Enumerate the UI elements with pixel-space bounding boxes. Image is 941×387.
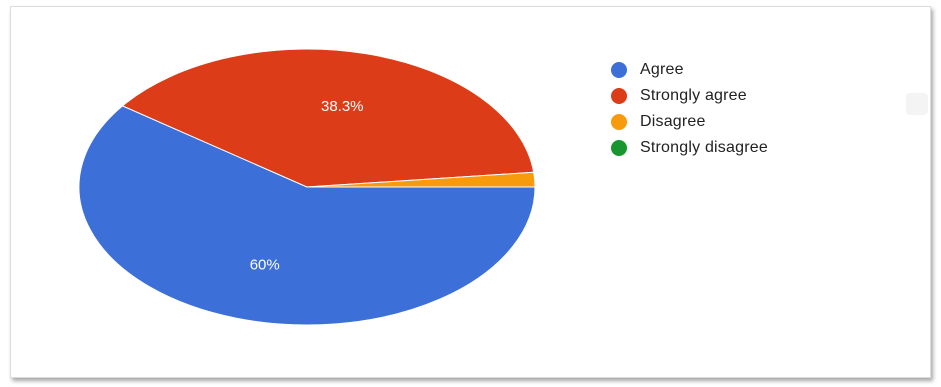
pie-slice-disagree (306, 171, 536, 188)
slice-label-strongly-agree: 38.3% (321, 98, 364, 115)
pie-slice-strongly-agree (121, 48, 535, 188)
legend-swatch (611, 88, 627, 104)
legend-label: Agree (640, 61, 684, 78)
legend-item-strongly-disagree: Strongly disagree (611, 135, 768, 161)
chart-card: 60% 38.3% Agree Strongly agree Disagree Stro… (10, 6, 931, 378)
legend-item-disagree: Disagree (611, 109, 768, 135)
legend-item-strongly-agree: Strongly agree (611, 83, 768, 109)
faint-toolbar-icon (906, 93, 928, 115)
legend: Agree Strongly agree Disagree Strongly disa… (611, 57, 768, 161)
legend-item-agree: Agree (611, 57, 768, 83)
legend-label: Disagree (640, 113, 706, 130)
legend-swatch (611, 140, 627, 156)
legend-swatch (611, 114, 627, 130)
legend-swatch (611, 62, 627, 78)
legend-label: Strongly disagree (640, 139, 768, 156)
pie-chart: 60% 38.3% (78, 48, 536, 326)
legend-label: Strongly agree (640, 87, 747, 104)
pie-slice-agree (78, 105, 536, 326)
slice-label-agree: 60% (250, 257, 280, 274)
